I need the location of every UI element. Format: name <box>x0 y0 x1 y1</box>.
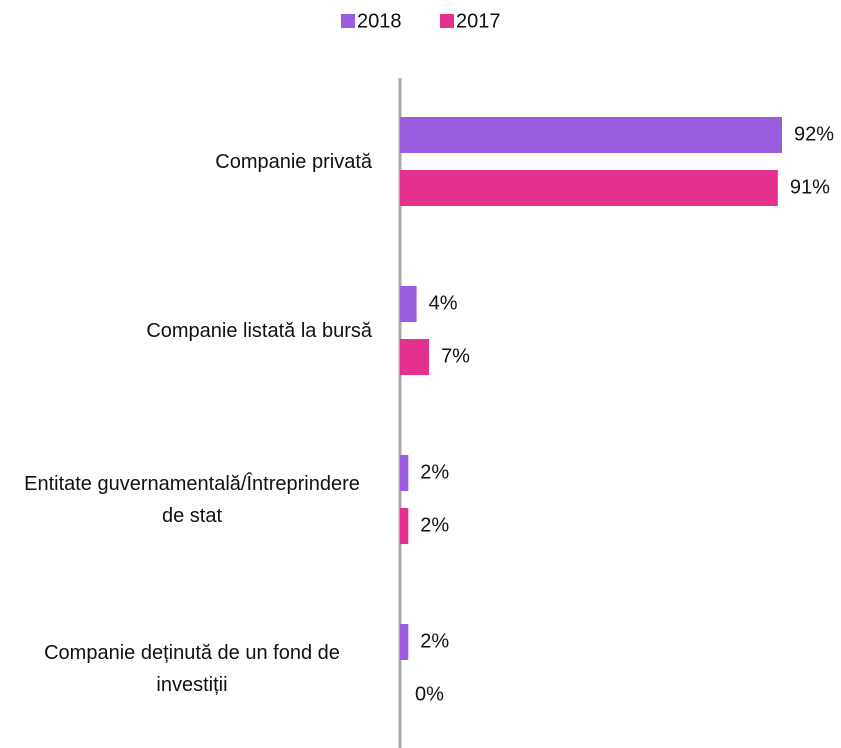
bar <box>400 286 417 322</box>
category-label: Companie privată <box>215 151 372 173</box>
bar <box>400 624 409 660</box>
legend-label: 2018 <box>357 10 402 32</box>
value-label: 92% <box>794 123 834 145</box>
category-label: Companie listată la bursă <box>146 320 372 342</box>
bar <box>400 339 430 375</box>
legend-swatch <box>440 14 454 28</box>
value-label: 0% <box>415 683 444 705</box>
value-label: 2% <box>420 630 449 652</box>
value-label: 2% <box>420 461 449 483</box>
category-label: Entitate guvernamentală/Întreprindere de… <box>24 473 360 527</box>
bar <box>400 170 778 206</box>
legend-label: 2017 <box>456 10 501 32</box>
bar <box>400 117 782 153</box>
value-label: 7% <box>441 345 470 367</box>
value-label: 2% <box>420 514 449 536</box>
legend-swatch <box>341 14 355 28</box>
bar <box>400 455 409 491</box>
value-label: 91% <box>790 176 830 198</box>
bar <box>400 508 409 544</box>
value-label: 4% <box>429 292 458 314</box>
category-label: Companie deținută de un fond de investiț… <box>44 642 340 696</box>
